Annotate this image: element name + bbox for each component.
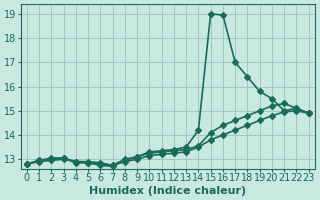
X-axis label: Humidex (Indice chaleur): Humidex (Indice chaleur) (89, 186, 246, 196)
